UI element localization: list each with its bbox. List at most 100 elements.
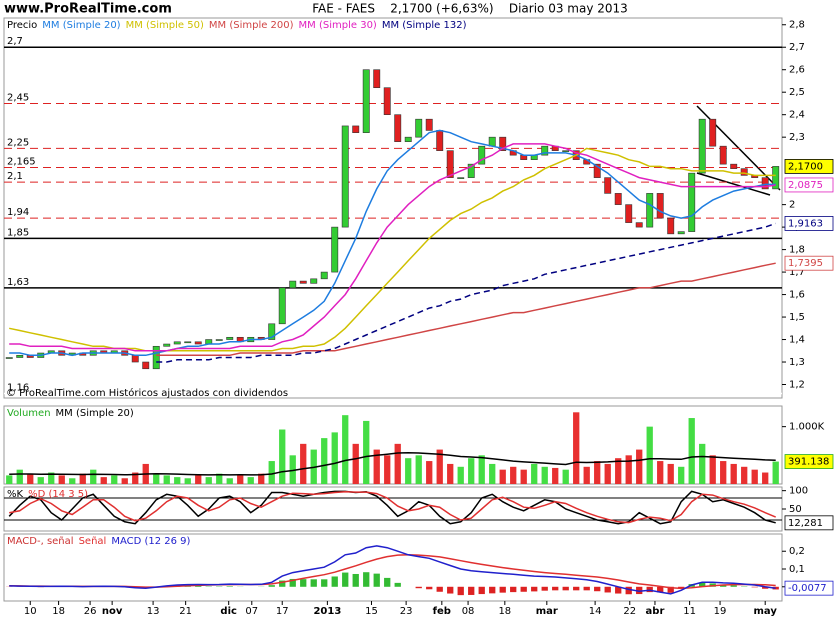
x-tick-label: feb	[433, 606, 451, 617]
bar	[363, 420, 370, 484]
level-label: 2,45	[7, 92, 29, 103]
bar	[321, 438, 328, 484]
series-line	[9, 451, 776, 476]
candle	[719, 145, 727, 165]
y-tick-label: 1,6	[789, 290, 805, 301]
bar	[499, 586, 506, 593]
site-name: www.ProRealTime.com	[4, 2, 172, 17]
bar	[489, 463, 496, 484]
bar	[583, 586, 590, 591]
value-box	[784, 454, 834, 469]
candle	[152, 345, 160, 370]
value-box	[784, 580, 834, 596]
x-tick-label: 21	[179, 606, 192, 617]
trend-line	[696, 172, 771, 196]
candle	[320, 271, 328, 280]
level-label: 2,165	[7, 157, 36, 168]
bar	[499, 469, 506, 484]
bar	[90, 469, 97, 484]
value-label: 1,9163	[788, 218, 823, 229]
candle	[709, 118, 717, 147]
bar	[510, 466, 517, 484]
bar	[415, 586, 422, 589]
bar	[69, 478, 76, 484]
bar	[657, 461, 664, 484]
bar	[699, 582, 706, 587]
candle	[635, 222, 643, 228]
bar	[121, 478, 128, 484]
bar	[258, 473, 265, 484]
x-tick-label: 14	[589, 606, 602, 617]
bar	[730, 585, 737, 587]
candle	[352, 125, 360, 133]
y-tick-label: 2,4	[789, 110, 805, 121]
legend-entry: %K	[7, 489, 24, 500]
bar	[426, 461, 433, 484]
bar	[384, 577, 391, 587]
value-box	[784, 177, 834, 193]
legend-entry: Precio	[7, 20, 37, 31]
x-tick-label: 22	[623, 606, 636, 617]
candle	[698, 118, 706, 174]
bar	[405, 458, 412, 484]
legend-entry: MM (Simple 132)	[382, 20, 467, 31]
candle	[215, 339, 223, 341]
y-tick-label: 0,2	[789, 546, 805, 557]
value-label: 391.138	[788, 457, 829, 468]
candle	[341, 125, 349, 228]
candle	[562, 150, 570, 152]
bar	[394, 443, 401, 484]
candle	[467, 163, 475, 178]
candle	[541, 145, 549, 156]
bar	[510, 586, 517, 593]
y-tick-label: 1,5	[789, 312, 805, 323]
series-line	[9, 545, 776, 595]
legend-entry: MM (Simple 50)	[126, 20, 204, 31]
y-tick-label: 2,6	[789, 65, 805, 76]
candle	[761, 177, 769, 190]
x-tick-label: 07	[245, 606, 258, 617]
x-tick-label: 19	[714, 606, 727, 617]
bar	[468, 458, 475, 484]
candle	[310, 278, 318, 284]
y-tick-label: 0,1	[789, 564, 805, 575]
panel-frame	[3, 405, 783, 485]
x-tick-label: 2013	[313, 606, 341, 617]
x-tick-label: 08	[462, 606, 475, 617]
candle	[362, 69, 370, 133]
legend-entry: MM (Simple 20)	[56, 408, 134, 419]
x-tick-label: 18	[498, 606, 511, 617]
candle	[457, 177, 465, 179]
series-line	[9, 554, 776, 590]
legend-entry: MM (Simple 200)	[209, 20, 294, 31]
candle	[278, 287, 286, 325]
legend-entry: MM (Simple 20)	[42, 20, 120, 31]
bar	[594, 586, 601, 592]
y-tick-label: 2,8	[789, 20, 805, 31]
series-line	[156, 262, 776, 357]
bar	[436, 449, 443, 484]
y-tick-label: 1,3	[789, 357, 805, 368]
bar	[310, 579, 317, 587]
bar	[363, 572, 370, 587]
bar	[636, 586, 643, 595]
value-box	[784, 515, 834, 531]
bar	[37, 477, 44, 484]
value-label: 2,1700	[788, 161, 823, 172]
legend-entry: Volumen	[7, 408, 51, 419]
bar	[730, 463, 737, 484]
y-tick-label: 2,5	[789, 87, 805, 98]
level-label: 1,85	[7, 227, 29, 238]
level-label: 2,7	[7, 36, 23, 47]
bar	[300, 579, 307, 587]
bar	[415, 455, 422, 484]
bar	[541, 466, 548, 484]
candle	[478, 145, 486, 165]
level-label: 1,16	[7, 383, 29, 394]
value-label: -0,0077	[788, 583, 827, 594]
chart-title: FAE - FAES 2,1700 (+6,63%) Diario 03 may…	[312, 2, 628, 16]
bar	[667, 463, 674, 484]
y-tick-label: 2,7	[789, 42, 805, 53]
candle	[688, 172, 696, 232]
